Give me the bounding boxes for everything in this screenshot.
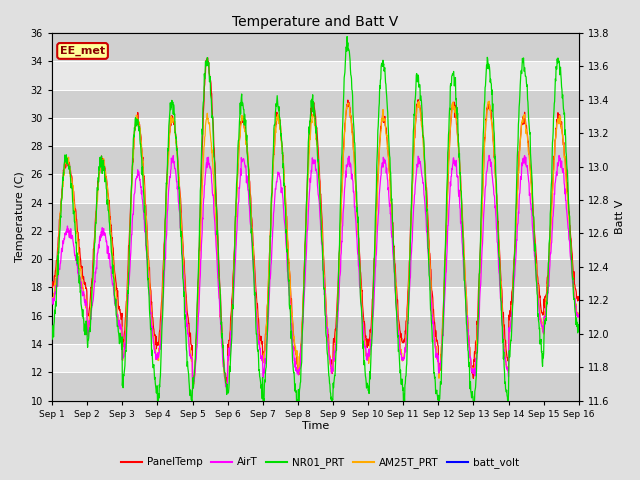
Bar	[52, 203, 579, 231]
Y-axis label: Batt V: Batt V	[615, 200, 625, 234]
Y-axis label: Temperature (C): Temperature (C)	[15, 171, 25, 262]
Bar	[52, 146, 579, 174]
Bar	[52, 174, 579, 203]
Bar	[52, 344, 579, 372]
Bar	[52, 259, 579, 288]
Bar	[52, 33, 579, 61]
Title: Temperature and Batt V: Temperature and Batt V	[232, 15, 399, 29]
X-axis label: Time: Time	[302, 421, 329, 432]
Bar	[52, 288, 579, 316]
Bar	[52, 372, 579, 401]
Bar	[52, 231, 579, 259]
Legend: PanelTemp, AirT, NR01_PRT, AM25T_PRT, batt_volt: PanelTemp, AirT, NR01_PRT, AM25T_PRT, ba…	[117, 453, 523, 472]
Text: EE_met: EE_met	[60, 46, 105, 56]
Bar	[52, 89, 579, 118]
Bar	[52, 118, 579, 146]
Bar	[52, 61, 579, 89]
Bar	[52, 316, 579, 344]
